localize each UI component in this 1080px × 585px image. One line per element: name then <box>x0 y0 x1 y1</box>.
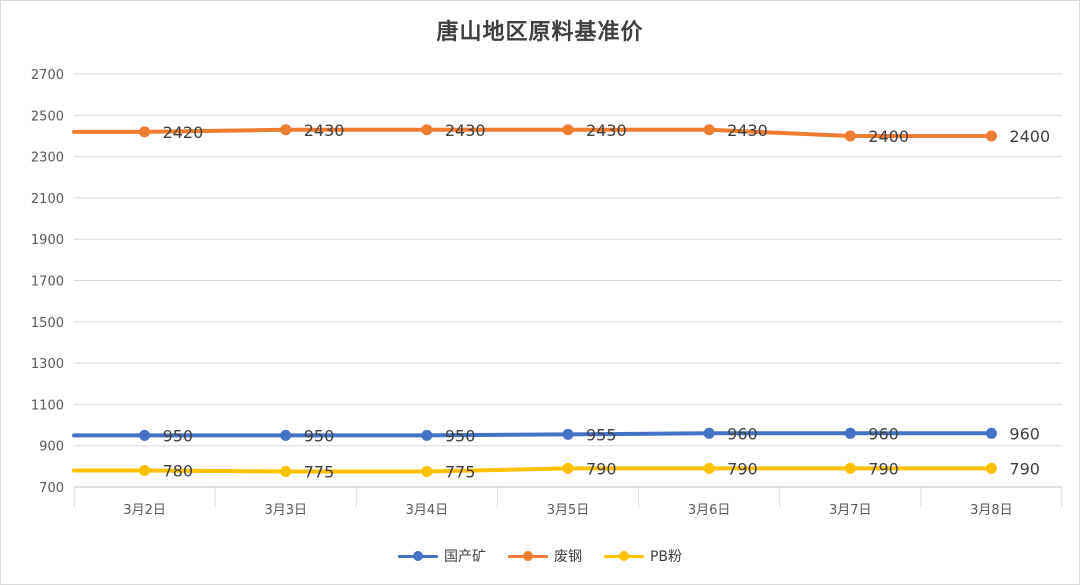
series-line <box>72 127 994 138</box>
series-line <box>72 466 994 474</box>
x-tick-label: 3月4日 <box>406 503 449 518</box>
data-point <box>280 429 292 441</box>
data-label: 790 <box>868 459 899 478</box>
y-tick-label: 2100 <box>31 192 64 207</box>
y-tick-label: 700 <box>39 481 64 496</box>
data-point <box>844 427 856 439</box>
data-label: 775 <box>445 463 476 482</box>
data-label: 960 <box>1009 424 1040 443</box>
data-point <box>562 462 574 474</box>
data-label: 775 <box>304 463 335 482</box>
data-label: 2400 <box>868 127 909 146</box>
data-point <box>562 124 574 136</box>
legend-item[interactable]: 废钢 <box>507 546 582 566</box>
legend-label: 废钢 <box>553 549 582 565</box>
data-point <box>139 429 151 441</box>
data-point <box>139 464 151 476</box>
y-tick-label: 2500 <box>31 109 64 124</box>
data-point <box>844 462 856 474</box>
data-point <box>139 126 151 138</box>
data-point <box>985 427 997 439</box>
data-label: 2400 <box>1009 127 1050 146</box>
data-point <box>844 130 856 142</box>
x-tick-label: 3月8日 <box>970 503 1013 518</box>
x-tick-label: 3月3日 <box>264 503 307 518</box>
data-label: 960 <box>727 424 758 443</box>
y-tick-label: 1300 <box>31 357 64 372</box>
chart-title: 唐山地区原料基准价 <box>436 20 644 45</box>
data-label: 2430 <box>586 121 627 140</box>
data-label: 955 <box>586 425 617 444</box>
data-point <box>703 427 715 439</box>
y-tick-label: 1500 <box>31 316 64 331</box>
series-line <box>72 431 994 438</box>
data-point <box>421 429 433 441</box>
x-tick-label: 3月7日 <box>829 503 872 518</box>
data-label: 780 <box>163 461 194 480</box>
legend-marker <box>507 550 548 562</box>
data-point <box>280 124 292 136</box>
data-label: 790 <box>727 459 758 478</box>
y-tick-label: 2300 <box>31 151 64 166</box>
data-point <box>985 130 997 142</box>
data-label: 2430 <box>727 121 768 140</box>
data-point <box>280 466 292 478</box>
data-label: 2420 <box>163 123 204 142</box>
legend-marker <box>397 550 438 562</box>
data-point <box>562 428 574 440</box>
y-tick-label: 1900 <box>31 233 64 248</box>
y-tick-label: 1700 <box>31 275 64 290</box>
data-point <box>703 462 715 474</box>
y-tick-label: 900 <box>39 440 64 455</box>
data-point <box>421 124 433 136</box>
x-tick-label: 3月5日 <box>547 503 590 518</box>
data-label: 950 <box>163 426 194 445</box>
data-label: 950 <box>445 426 476 445</box>
y-tick-label: 1100 <box>31 398 64 413</box>
legend-item[interactable]: PB粉 <box>603 546 683 566</box>
data-label: 2430 <box>304 121 345 140</box>
data-label: 950 <box>304 426 335 445</box>
data-label: 960 <box>868 424 899 443</box>
data-label: 790 <box>586 459 617 478</box>
legend: 国产矿 废钢 PB粉 <box>0 546 1080 566</box>
legend-marker <box>603 550 644 562</box>
y-tick-label: 2700 <box>31 68 64 83</box>
legend-label: 国产矿 <box>443 549 486 565</box>
data-label: 2430 <box>445 121 486 140</box>
legend-item[interactable]: 国产矿 <box>397 546 486 566</box>
data-point <box>985 462 997 474</box>
x-tick-label: 3月2日 <box>123 503 166 518</box>
legend-label: PB粉 <box>649 549 683 565</box>
x-tick-label: 3月6日 <box>688 503 731 518</box>
data-label: 790 <box>1009 459 1040 478</box>
data-point <box>703 124 715 136</box>
data-point <box>421 466 433 478</box>
